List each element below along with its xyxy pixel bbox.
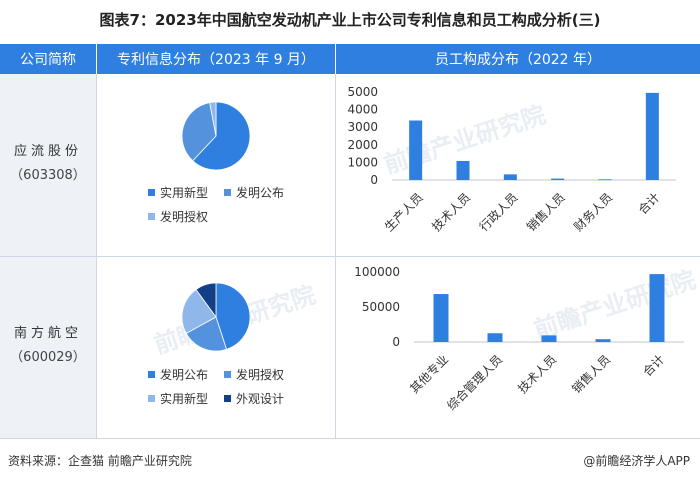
pie2-legend: 发明公布 发明授权 实用新型 外观设计 [148,366,328,410]
table-bottom-line [0,438,700,439]
y-tick-label: 100000 [354,265,400,279]
row1-company-bg [0,74,96,256]
y-tick-label: 0 [370,173,378,187]
legend-swatch [148,189,155,196]
x-tick-label: 其他专业 [407,352,452,397]
x-tick-label: 合计 [640,352,668,380]
pie-slice [215,282,251,350]
bar [503,174,517,180]
legend-label: 发明公布 [236,186,285,200]
pie-slice [195,282,217,319]
x-tick-label: 销售人员 [569,352,614,397]
x-tick-label: 合计 [635,190,663,218]
pie-slice [209,101,217,137]
bar [595,339,611,342]
header-patents: 专利信息分布（2023 年 9 月） [97,44,335,74]
x-tick-label: 财务人员 [571,190,616,235]
bar-chart-yingliu: 0 1000 2000 3000 4000 5000 生产人员 技术人员 行政人员 销售人员 财务人… [347,85,676,235]
bar [409,120,423,180]
company-cell-2: 南方航空 （600029） [0,322,96,370]
header-company: 公司简称 [0,44,96,74]
legend-swatch [224,395,231,402]
legend-swatch [148,213,155,220]
company-code: （603308） [10,168,86,183]
bar [487,333,503,342]
x-tick-label: 生产人员 [382,190,426,234]
bar [456,160,470,180]
legend-label: 发明公布 [160,368,209,382]
company-cell-1: 应流股份 （603308） [0,140,96,188]
legend-item: 外观设计 [224,390,284,407]
legend-label: 发明授权 [160,210,209,224]
legend-swatch [224,189,231,196]
bar [649,274,665,342]
bar [598,179,612,181]
x-tick-label: 技术人员 [515,352,559,396]
legend-item: 发明公布 [224,184,284,201]
legend-label: 发明授权 [236,368,285,382]
y-tick-label: 3000 [347,120,378,134]
y-tick-label: 50000 [362,300,400,314]
legend-swatch [148,395,155,402]
x-tick-label: 销售人员 [523,190,568,235]
legend-swatch [224,371,231,378]
pie-chart-yingliu [181,101,251,171]
legend-item: 实用新型 [148,184,208,201]
y-tick-label: 0 [392,335,400,349]
y-tick-label: 5000 [347,85,378,99]
x-tick-label: 综合管理人员 [444,352,506,414]
legend-label: 实用新型 [160,392,209,406]
y-tick-label: 1000 [347,155,378,169]
legend-item: 发明公布 [148,366,208,383]
company-code: （600029） [10,350,86,365]
row2-company-bg [0,257,96,438]
pie-slice [181,102,217,162]
col-divider-1 [96,74,97,438]
legend-item: 发明授权 [224,366,284,383]
brand-label: @前瞻经济学人APP [583,454,690,468]
company-name: 南方航空 [13,326,82,341]
legend-label: 实用新型 [160,186,209,200]
company-name: 应流股份 [13,144,82,159]
chart-title: 图表7：2023年中国航空发动机产业上市公司专利信息和员工构成分析(三) [99,11,601,29]
pie-slice [181,288,217,334]
header-staff: 员工构成分布（2022 年） [336,44,700,74]
pie1-legend: 实用新型 发明公布 发明授权 [148,184,328,228]
bar [645,92,659,180]
legend-item: 实用新型 [148,390,208,407]
pie-slice [185,316,228,352]
bar [541,335,557,342]
legend-label: 外观设计 [236,392,285,406]
x-tick-label: 技术人员 [429,190,473,234]
y-tick-label: 4000 [347,103,378,117]
y-tick-label: 2000 [347,138,378,152]
bar [433,294,449,342]
col-divider-2 [335,74,336,438]
legend-item: 发明授权 [148,208,208,225]
pie-chart-nanhang [181,282,251,352]
bar [551,178,565,180]
row-divider [0,256,700,257]
pie-slice [192,101,251,171]
source-note: 资料来源：企查猫 前瞻产业研究院 [8,454,192,468]
x-tick-label: 行政人员 [477,190,521,234]
legend-swatch [148,371,155,378]
